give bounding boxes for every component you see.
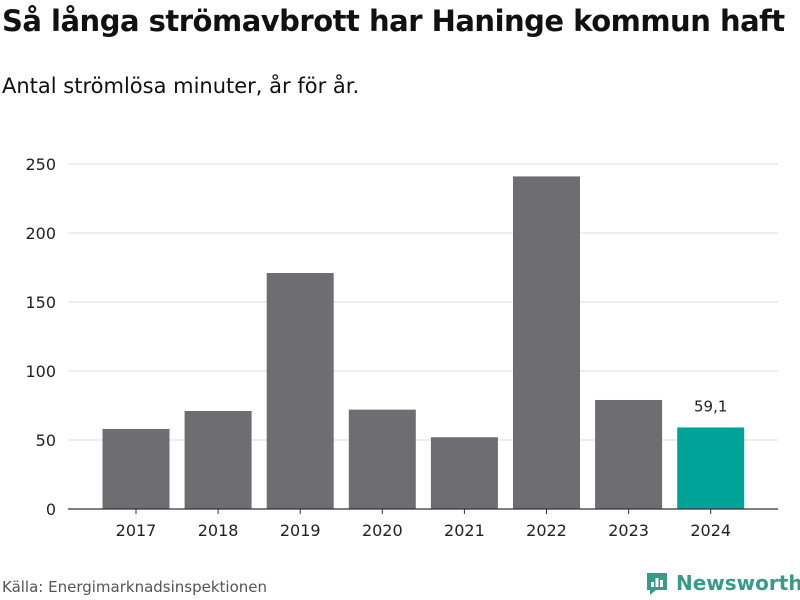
data-label: 59,1 [694,397,727,415]
x-tick-label: 2022 [526,521,567,540]
x-tick-label: 2023 [608,521,649,540]
source-note: Källa: Energimarknadsinspektionen [2,578,268,596]
x-tick-label: 2020 [362,521,403,540]
x-tick-label: 2017 [116,521,157,540]
x-tick-label: 2024 [690,521,731,540]
y-tick-label: 0 [46,500,56,519]
bar-2024 [677,427,745,509]
newsworthy-logo-icon [647,573,667,595]
bar-2022 [513,176,580,510]
bar-2018 [184,411,252,509]
y-tick-label: 200 [25,224,56,243]
chart-title: Så långa strömavbrott har Haninge kommun… [2,4,785,38]
bar-2020 [348,409,416,509]
brand-name: Newsworthy [676,571,800,595]
chart-subtitle: Antal strömlösa minuter, år för år. [2,74,360,98]
y-tick-label: 250 [25,155,56,174]
y-tick-label: 50 [36,431,56,450]
brand-logo: Newsworthy [644,570,800,596]
x-tick-label: 2021 [444,521,485,540]
bar-2019 [266,273,334,509]
x-tick-label: 2019 [280,521,321,540]
y-tick-label: 100 [25,362,56,381]
x-tick-label: 2018 [198,521,239,540]
bar-2023 [595,399,663,509]
bar-2021 [430,437,498,509]
bar-2017 [102,428,170,509]
y-tick-label: 150 [25,293,56,312]
